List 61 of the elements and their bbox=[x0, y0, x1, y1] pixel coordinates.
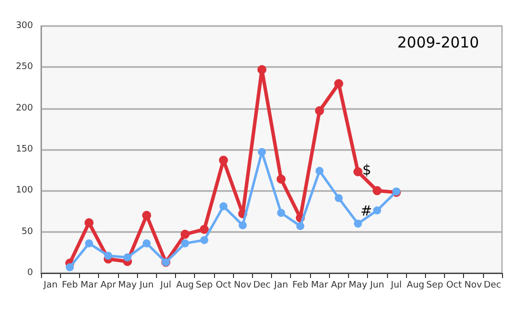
x-tick-label: Jun bbox=[369, 280, 384, 290]
x-tick-label: Oct bbox=[446, 280, 462, 290]
point bbox=[354, 220, 362, 228]
x-tick-label: Oct bbox=[216, 280, 232, 290]
y-tick-label: 150 bbox=[16, 144, 34, 154]
point bbox=[200, 236, 208, 244]
point bbox=[238, 221, 247, 230]
x-tick-label: Nov bbox=[464, 280, 483, 290]
x-tick-label: Feb bbox=[62, 280, 78, 290]
x-tick-label: Dec bbox=[484, 280, 502, 290]
series-label: # bbox=[360, 203, 372, 220]
series-label: $ bbox=[362, 162, 372, 178]
point bbox=[84, 218, 94, 228]
point bbox=[372, 186, 382, 196]
point bbox=[180, 230, 190, 239]
point bbox=[373, 206, 382, 214]
point bbox=[334, 194, 343, 202]
y-tick-label: 300 bbox=[16, 21, 34, 31]
x-tick-label: Jun bbox=[138, 280, 154, 290]
x-tick-label: Sep bbox=[426, 280, 444, 290]
x-tick-label: Mar bbox=[80, 280, 98, 290]
x-tick-label: May bbox=[348, 280, 368, 290]
point bbox=[181, 239, 190, 248]
y-tick-label: 0 bbox=[27, 268, 34, 278]
x-tick-label: Jul bbox=[159, 280, 172, 290]
point bbox=[258, 148, 266, 156]
x-tick-label: Jan bbox=[42, 280, 58, 290]
point bbox=[218, 156, 228, 165]
x-tick-label: Sep bbox=[196, 280, 214, 290]
x-tick-label: Aug bbox=[176, 280, 194, 290]
point bbox=[104, 252, 112, 260]
point bbox=[277, 208, 286, 217]
point bbox=[296, 222, 304, 230]
y-tick-label: 100 bbox=[16, 186, 34, 196]
point bbox=[276, 174, 286, 184]
x-tick-label: May bbox=[118, 280, 138, 290]
y-tick-label: 250 bbox=[16, 62, 34, 72]
point bbox=[353, 167, 362, 176]
point bbox=[142, 239, 151, 248]
point bbox=[219, 202, 228, 210]
x-tick-label: Dec bbox=[253, 280, 271, 290]
x-tick-label: Jan bbox=[273, 280, 288, 290]
point bbox=[257, 65, 266, 74]
point bbox=[334, 79, 344, 88]
point bbox=[316, 166, 324, 175]
point bbox=[200, 224, 209, 234]
point bbox=[85, 239, 94, 248]
point bbox=[123, 253, 132, 262]
x-tick-label: Apr bbox=[330, 280, 347, 290]
x-tick-label: Apr bbox=[100, 280, 116, 290]
y-tick-label: 200 bbox=[16, 103, 34, 114]
y-tick-label: 50 bbox=[22, 226, 34, 237]
point bbox=[315, 106, 324, 116]
point bbox=[66, 263, 74, 272]
x-tick-label: Nov bbox=[234, 280, 252, 290]
text: 2009-2010 bbox=[397, 34, 480, 52]
x-tick-label: Jul bbox=[390, 280, 402, 290]
x-tick-label: Feb bbox=[292, 280, 309, 290]
x-tick-label: Aug bbox=[406, 280, 424, 290]
x-tick-label: Mar bbox=[311, 280, 328, 290]
point bbox=[142, 210, 152, 220]
